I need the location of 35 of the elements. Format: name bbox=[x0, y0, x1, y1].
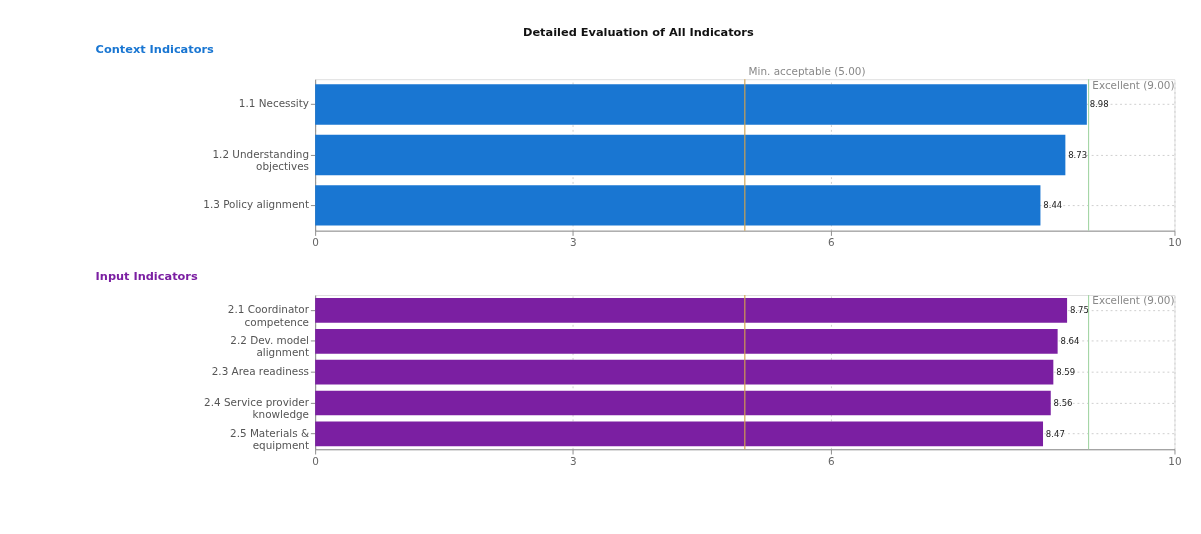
ref-line-label: Min. acceptable (5.00) bbox=[748, 65, 866, 78]
y-tick-label: 1.3 Policy alignment bbox=[203, 198, 309, 211]
ref-line-label: Excellent (9.00) bbox=[1092, 78, 1175, 91]
x-tick-label: 6 bbox=[827, 236, 835, 249]
data-label: 8.64 bbox=[1060, 336, 1080, 347]
text: Context Indicators bbox=[95, 41, 215, 56]
data-label: 8.75 bbox=[1069, 305, 1089, 316]
chart-title: Detailed Evaluation of All Indicators bbox=[523, 25, 754, 40]
ref-line-label: Excellent (9.00) bbox=[1092, 294, 1175, 307]
bar bbox=[315, 421, 1044, 447]
y-tick-label: 2.3 Area readiness bbox=[211, 365, 309, 377]
data-label: 8.98 bbox=[1089, 99, 1109, 110]
data-label: 8.44 bbox=[1043, 200, 1063, 211]
x-tick-label: 3 bbox=[570, 236, 577, 249]
y-tick-label: 2.5 Materials & equipment bbox=[230, 426, 309, 452]
y-tick-label: 2.4 Service provider knowledge bbox=[204, 395, 310, 421]
data-label: 8.59 bbox=[1056, 367, 1076, 377]
x-tick-label: 0 bbox=[312, 454, 319, 467]
y-tick-label: 2.2 Dev. model alignment bbox=[230, 334, 309, 359]
x-tick-label: 10 bbox=[1168, 236, 1182, 249]
bar bbox=[315, 298, 1068, 323]
text: Input Indicators bbox=[95, 269, 198, 284]
x-tick-label: 0 bbox=[312, 236, 319, 249]
x-tick-label: 6 bbox=[827, 454, 835, 467]
data-label: 8.73 bbox=[1068, 149, 1088, 160]
bar bbox=[315, 359, 1054, 385]
y-tick-label: 1.1 Necessity bbox=[238, 97, 309, 110]
data-label: 8.47 bbox=[1045, 428, 1065, 439]
bar bbox=[315, 390, 1051, 416]
y-tick-label: 1.2 Understanding objectives bbox=[212, 147, 309, 173]
x-tick-label: 3 bbox=[570, 454, 577, 467]
bar bbox=[315, 328, 1058, 354]
y-tick-label: 2.1 Coordinator competence bbox=[227, 303, 310, 328]
x-tick-label: 10 bbox=[1168, 454, 1182, 467]
data-label: 8.56 bbox=[1053, 397, 1073, 408]
